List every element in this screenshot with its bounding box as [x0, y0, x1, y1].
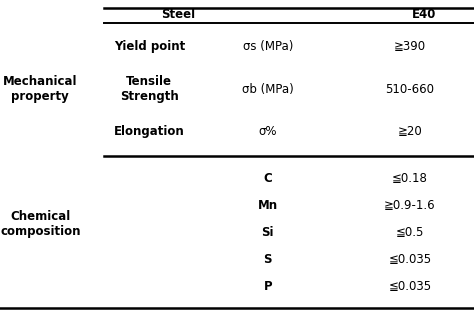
Text: Tensile
Strength: Tensile Strength — [120, 75, 179, 103]
Text: Si: Si — [262, 226, 274, 238]
Text: ≦0.5: ≦0.5 — [396, 226, 424, 238]
Text: E40: E40 — [412, 8, 437, 21]
Text: C: C — [264, 172, 272, 184]
Text: σ%: σ% — [258, 126, 277, 138]
Text: σb (MPa): σb (MPa) — [242, 83, 294, 95]
Text: ≦0.035: ≦0.035 — [389, 280, 431, 293]
Text: Chemical
composition: Chemical composition — [0, 210, 81, 238]
Text: ≧390: ≧390 — [394, 40, 426, 52]
Text: ≧0.9-1.6: ≧0.9-1.6 — [384, 199, 436, 211]
Text: P: P — [264, 280, 272, 293]
Text: Yield point: Yield point — [114, 40, 185, 52]
Text: S: S — [264, 253, 272, 266]
Text: Mechanical
property: Mechanical property — [3, 75, 78, 103]
Text: 510-660: 510-660 — [385, 83, 435, 95]
Text: ≦0.035: ≦0.035 — [389, 253, 431, 266]
Text: Elongation: Elongation — [114, 126, 185, 138]
Text: ≧20: ≧20 — [398, 126, 422, 138]
Text: Steel: Steel — [161, 8, 195, 21]
Text: Mn: Mn — [258, 199, 278, 211]
Text: ≦0.18: ≦0.18 — [392, 172, 428, 184]
Text: σs (MPa): σs (MPa) — [243, 40, 293, 52]
